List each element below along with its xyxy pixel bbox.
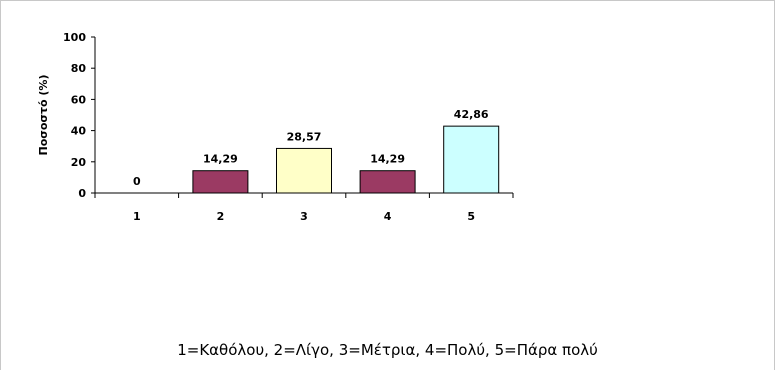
bar (359, 170, 416, 194)
x-tick-label: 5 (467, 210, 475, 223)
data-label: 42,86 (454, 108, 489, 121)
y-tick-label: 20 (71, 156, 87, 169)
x-tick-label: 2 (217, 210, 225, 223)
y-tick-label: 0 (78, 187, 86, 200)
data-label: 0 (133, 175, 141, 188)
bar (443, 125, 500, 194)
category-legend-caption: 1=Καθόλου, 2=Λίγο, 3=Μέτρια, 4=Πολύ, 5=Π… (177, 341, 598, 359)
x-tick-label: 4 (384, 210, 392, 223)
y-tick-label: 100 (63, 31, 86, 44)
data-label: 14,29 (203, 153, 238, 166)
bar (192, 170, 249, 194)
chart-axes: 0 20 40 60 80 100 1 2 3 4 5 (63, 31, 514, 223)
x-tick-label: 1 (133, 210, 141, 223)
data-label: 28,57 (287, 130, 322, 143)
y-tick-label: 80 (71, 62, 87, 75)
data-label: 14,29 (370, 153, 405, 166)
y-axis-label: Ποσοστό (%) (37, 75, 50, 156)
y-tick-label: 40 (71, 125, 87, 138)
y-tick-label: 60 (71, 93, 87, 106)
chart-bars (192, 125, 500, 194)
bar (276, 147, 332, 194)
chart-labels: 0 14,29 28,57 14,29 42,86 (133, 108, 489, 188)
x-tick-label: 3 (300, 210, 308, 223)
